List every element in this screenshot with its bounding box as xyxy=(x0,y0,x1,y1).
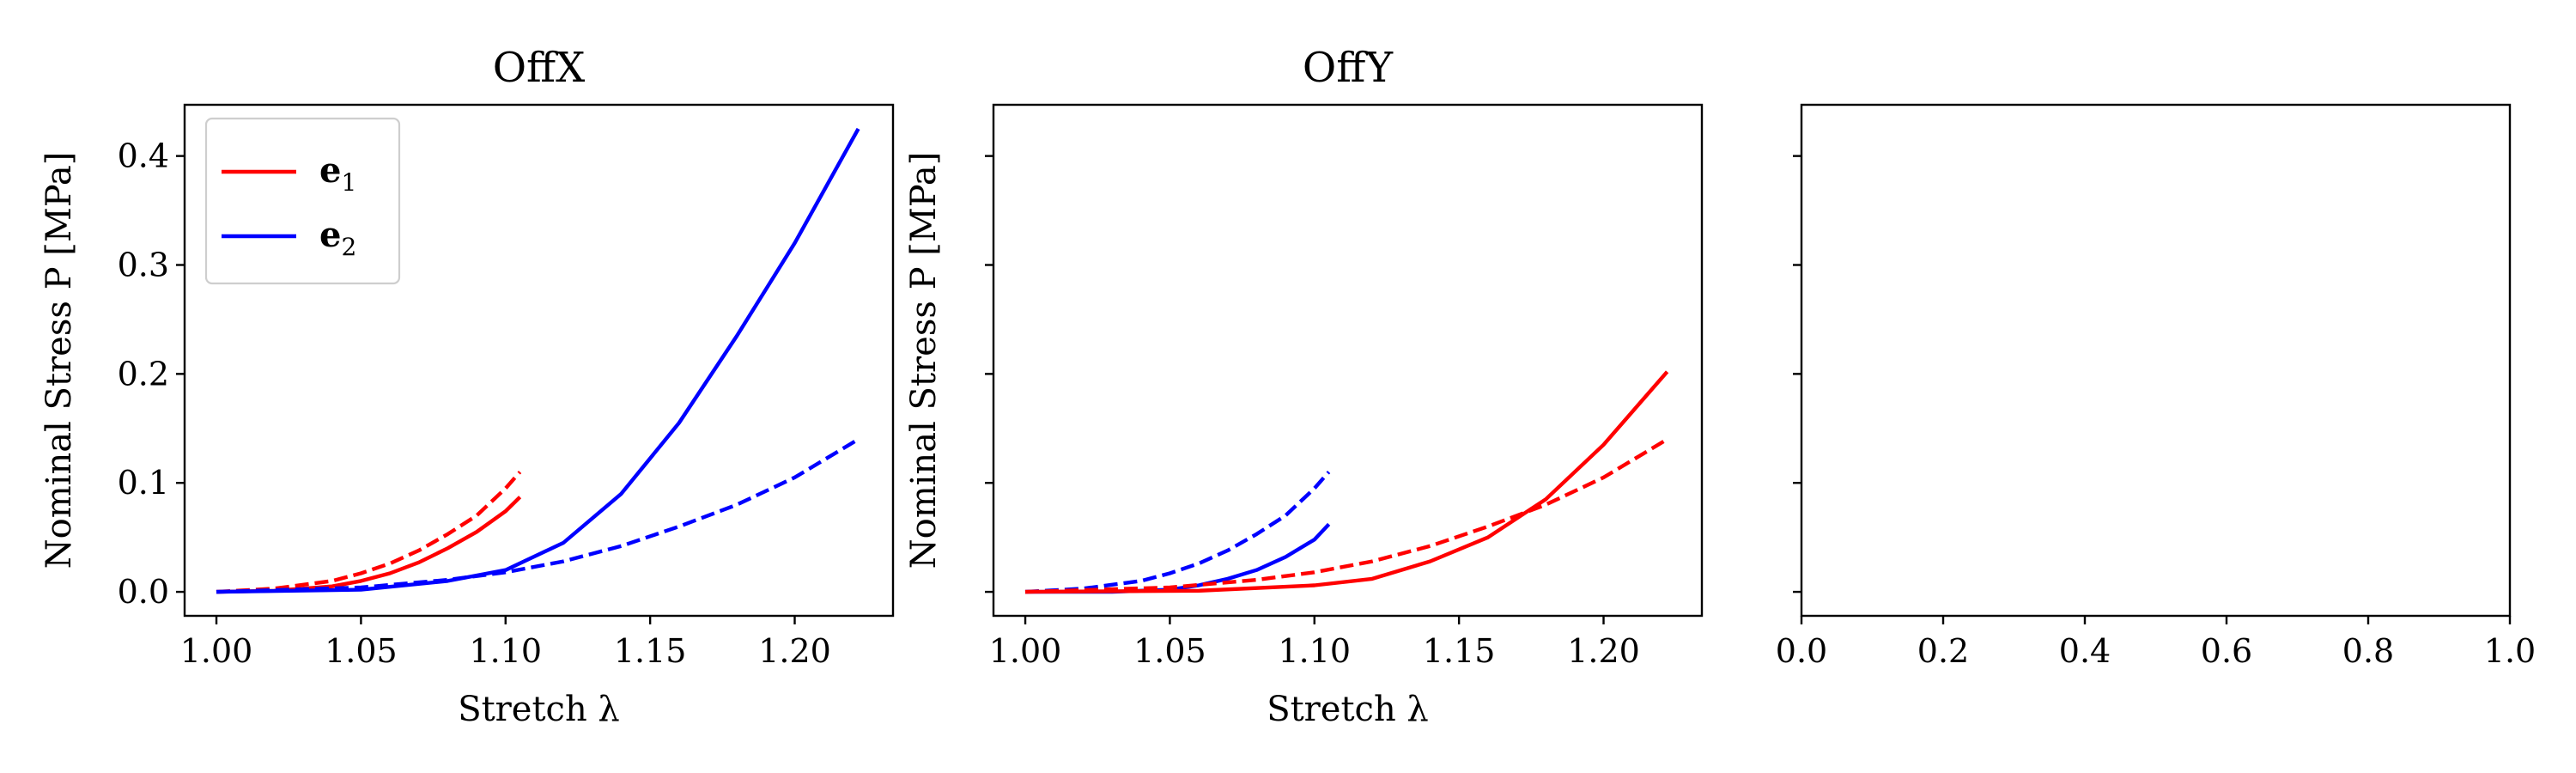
x-tick-label: 0.4 xyxy=(2059,632,2111,670)
y-axis-label: Nominal Stress P [MPa] xyxy=(39,152,79,569)
y-tick-label: 0.0 xyxy=(118,573,169,611)
legend-box xyxy=(204,117,401,285)
series-line-blue-dashed xyxy=(216,437,860,594)
x-tick-label: 1.0 xyxy=(2484,632,2536,670)
legend-label-subscript: 2 xyxy=(341,233,356,261)
x-tick-label: 1.20 xyxy=(758,632,831,670)
x-tick-label: 1.15 xyxy=(614,632,687,670)
axes-frame xyxy=(183,103,895,618)
x-tick-label: 1.20 xyxy=(1567,632,1640,670)
legend-label-main: e xyxy=(319,215,341,255)
series-line-red-dashed xyxy=(1024,437,1668,594)
x-tick-label: 0.6 xyxy=(2201,632,2252,670)
legend-label-subscript: 1 xyxy=(341,168,356,197)
series-line-red-dashed xyxy=(216,471,522,594)
series-line-blue-dashed xyxy=(1024,471,1331,594)
axes-frame xyxy=(1800,103,2512,618)
x-tick-label: 1.05 xyxy=(325,632,398,670)
legend-label-main: e xyxy=(319,150,341,191)
panel-offy: 1.00 1.05 1.10 1.15 1.20 OffY Stretch λ Nominal… xyxy=(904,44,1704,729)
y-tick-label: 0.4 xyxy=(118,137,169,175)
y-tick-label: 0.2 xyxy=(118,355,169,393)
x-tick-label: 0.8 xyxy=(2342,632,2394,670)
y-tick-label: 0.1 xyxy=(118,464,169,502)
panel-title: OffX xyxy=(493,44,586,92)
panel-title: OffY xyxy=(1303,44,1394,92)
x-tick-label: 1.10 xyxy=(469,632,542,670)
x-tick-label: 1.15 xyxy=(1423,632,1496,670)
y-axis-label: Nominal Stress P [MPa] xyxy=(904,152,944,569)
axes-frame xyxy=(992,103,1704,618)
x-tick-label: 1.05 xyxy=(1133,632,1206,670)
x-tick-label: 0.2 xyxy=(1917,632,1969,670)
x-tick-label: 1.00 xyxy=(180,632,253,670)
legend-label: e2 xyxy=(319,215,356,261)
y-tick-label: 0.3 xyxy=(118,246,169,283)
x-tick-label: 1.00 xyxy=(989,632,1062,670)
x-tick-label: 0.0 xyxy=(1776,632,1827,670)
legend-label: e1 xyxy=(319,150,356,197)
x-tick-label: 1.10 xyxy=(1278,632,1351,670)
panel-empty: 0.0 0.2 0.4 0.6 0.8 1.0 xyxy=(1776,103,2536,670)
x-axis-label: Stretch λ xyxy=(1267,690,1429,729)
x-axis-label: Stretch λ xyxy=(458,690,620,729)
series-line-red-solid xyxy=(1024,370,1669,594)
panel-offx: 1.00 1.05 1.10 1.15 1.20 0.0 0.1 0.2 0.3 0.4 OffX S… xyxy=(39,44,895,729)
series-line-blue-solid xyxy=(1025,522,1331,594)
